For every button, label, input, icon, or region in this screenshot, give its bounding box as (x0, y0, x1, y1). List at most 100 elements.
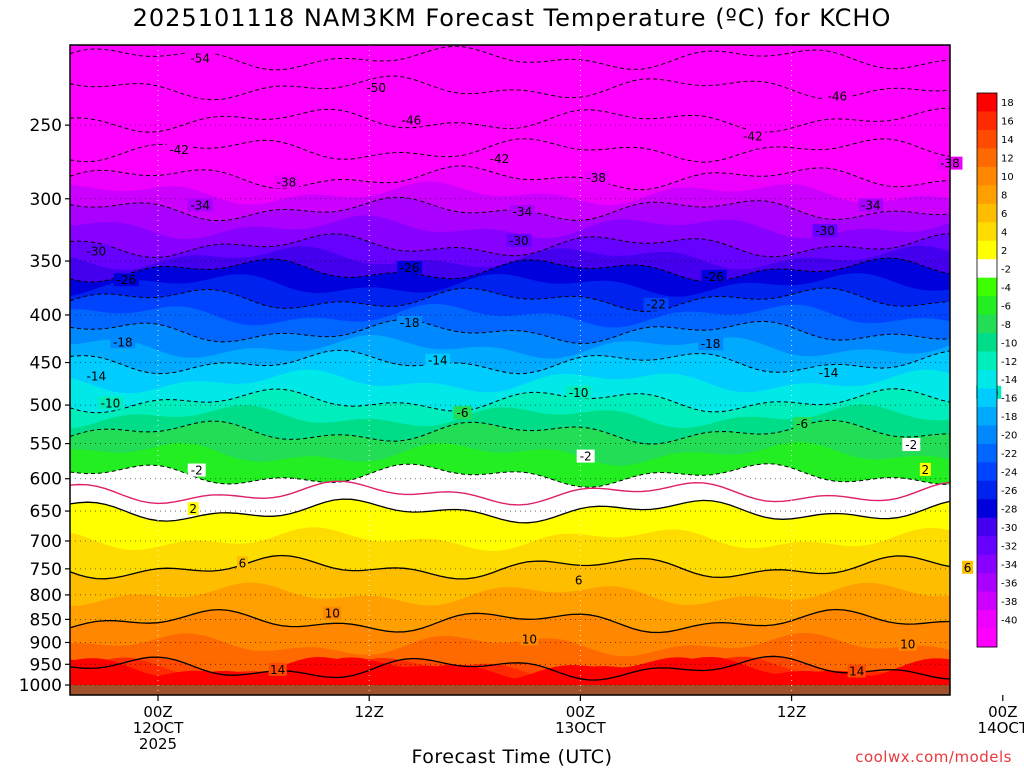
contour-label-bg (187, 51, 213, 65)
y-tick-label: 750 (30, 560, 62, 580)
colorbar-swatch (977, 314, 997, 334)
colorbar-tick-label: 18 (1001, 98, 1014, 109)
y-tick-label: 700 (30, 532, 62, 552)
x-tick-label: 00Z (988, 703, 1017, 721)
isotherm-lines (70, 45, 950, 681)
contour-label-bg (573, 573, 585, 587)
colorbar-swatch (977, 406, 997, 426)
contour-label-bg (323, 606, 342, 620)
contour-label-bg (793, 417, 812, 431)
contour-label: -30 (509, 234, 529, 248)
contour-label-bg (520, 632, 539, 646)
contour-label: -38 (277, 175, 297, 189)
x-tick-label: 13OCT (555, 719, 606, 737)
y-tick-label: 350 (30, 252, 62, 272)
colorbar-swatch (977, 554, 997, 574)
contour-label-bg (701, 269, 727, 283)
contour-label: 6 (575, 574, 583, 588)
colorbar-swatch (977, 370, 997, 389)
colorbar-swatch (977, 610, 997, 630)
contour-label: 10 (522, 632, 537, 646)
colorbar-swatch (977, 351, 997, 371)
contour-label-bg (643, 297, 669, 311)
colorbar-tick-label: -18 (1001, 412, 1017, 423)
contour-label: -14 (428, 354, 448, 368)
colorbar-swatch (977, 259, 997, 279)
colorbar-tick-label: 6 (1001, 209, 1007, 220)
isotherm-line (70, 463, 950, 488)
contour-label-bg (453, 406, 472, 420)
contour-label: -26 (704, 270, 724, 284)
isotherm-line (70, 107, 950, 133)
colorbar-tick-label: -2 (1001, 264, 1011, 275)
y-tick-label: 800 (30, 586, 62, 606)
contour-label-bg (486, 152, 512, 166)
contour-label: -2 (580, 450, 592, 464)
colorbar-tick-label: 2 (1001, 246, 1007, 257)
contour-label: -42 (169, 143, 189, 157)
credit-text: coolwx.com/models (855, 748, 1012, 766)
colorbar-tick-label: -16 (1001, 394, 1017, 405)
contour-label: -10 (101, 396, 121, 410)
y-tick-label: 600 (30, 470, 62, 490)
colorbar-swatch (977, 166, 997, 186)
contour-label: -46 (828, 90, 848, 104)
contour-label: -42 (490, 152, 510, 166)
contour-label: -10 (569, 386, 589, 400)
contour-label: -6 (456, 406, 468, 420)
colorbar-swatch (977, 517, 997, 537)
contour-label: -46 (402, 113, 422, 127)
x-tick-label: 00Z (143, 703, 172, 721)
contour-label: -50 (366, 81, 386, 95)
colorbar-swatch (977, 462, 997, 482)
isotherm-line (70, 608, 950, 634)
colorbar-swatch (977, 93, 997, 112)
contour-label-bg (236, 556, 248, 570)
contour-label-bg (576, 449, 595, 463)
x-tick-label: 12Z (355, 703, 384, 721)
colorbar-tick-label: -28 (1001, 505, 1017, 516)
colorbar-tick-label: -38 (1001, 597, 1017, 608)
colorbar-tick-label: -30 (1001, 523, 1017, 534)
freezing-line (70, 480, 950, 506)
colorbar-tick-label: -10 (1001, 338, 1017, 349)
y-tick-label: 850 (30, 610, 62, 630)
isotherm-line (70, 498, 950, 524)
y-tick-label: 1000 (19, 676, 62, 696)
colorbar-swatch (977, 185, 997, 205)
contour-label-bg (566, 385, 592, 399)
y-tick-label: 900 (30, 633, 62, 653)
colorbar-tick-label: -36 (1001, 578, 1017, 589)
isotherm-line (70, 655, 950, 681)
contour-label: -42 (743, 129, 763, 143)
contour-label: -2 (191, 464, 203, 478)
contour-label-bg (273, 175, 299, 189)
contour-label: -14 (819, 366, 839, 380)
contour-label: -26 (117, 273, 137, 287)
colorbar-tick-label: -8 (1001, 320, 1011, 331)
contour-label-bg (83, 244, 109, 258)
x-tick-label: 12Z (777, 703, 806, 721)
contour-label-bg (812, 224, 838, 238)
colorbar-swatch (977, 203, 997, 223)
colorbar-swatch (977, 240, 997, 260)
x-tick-label: 00Z (566, 703, 595, 721)
colorbar-swatch (977, 443, 997, 463)
contour-label: -34 (513, 205, 533, 219)
colorbar-swatch (977, 111, 997, 131)
contour-label: -34 (861, 198, 881, 212)
y-axis: 250 300 350 400 450 500 550 600 650 700 750 800 850 9… (19, 116, 70, 696)
colorbar-tick-label: -4 (1001, 283, 1011, 294)
contour-label-bg (398, 113, 424, 127)
colorbar-tick-label: 4 (1001, 228, 1007, 239)
contour-label: -6 (796, 417, 808, 431)
x-tick-label: 14OCT (978, 719, 1024, 737)
contour-label-bg (110, 335, 136, 349)
colorbar-tick-label: 10 (1001, 172, 1014, 183)
colorbar-swatch (977, 573, 997, 593)
contour-label: 14 (849, 664, 864, 678)
contour-label-bg (816, 366, 842, 380)
isotherm-line (70, 349, 950, 375)
contour-label: 2 (922, 463, 930, 477)
